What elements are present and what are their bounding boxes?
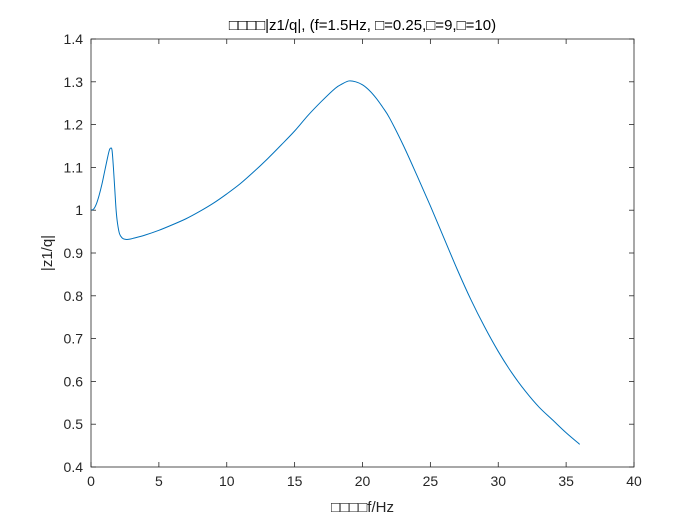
y-tick-label: 1.4: [64, 31, 84, 47]
x-tick-label: 0: [87, 473, 95, 489]
series-line: [90, 80, 581, 445]
x-tick-label: 10: [219, 473, 235, 489]
y-tick-label: 0.5: [64, 416, 84, 432]
y-tick-label: 0.4: [64, 459, 84, 475]
y-tick-label: 0.8: [64, 288, 84, 304]
y-tick-label: 0.9: [64, 245, 84, 261]
x-axis-label: □□□□f/Hz: [331, 499, 394, 516]
x-tick-label: 35: [558, 473, 574, 489]
plot-background: [91, 39, 634, 467]
y-tick-label: 1: [75, 202, 83, 218]
x-tick-label: 25: [423, 473, 439, 489]
chart-title: □□□□|z1/q|, (f=1.5Hz, □=0.25,□=9,□=10): [229, 17, 496, 34]
x-tick-label: 20: [355, 473, 371, 489]
tick-labels: 0 5 10 15 20 25 30 35 40 0.4 0.5 0.6 0.7 0.8 0.9 1 1.1 1.…: [64, 31, 642, 489]
plot-frame: [90, 38, 635, 468]
x-tick-label: 30: [490, 473, 506, 489]
x-tick-label: 5: [155, 473, 163, 489]
y-tick-label: 0.6: [64, 373, 84, 389]
y-tick-label: 0.7: [64, 331, 84, 347]
y-tick-label: 1.2: [64, 117, 84, 133]
y-tick-label: 1.1: [64, 159, 84, 175]
y-axis-label: |z1/q|: [39, 235, 56, 271]
y-tick-label: 1.3: [64, 74, 84, 90]
x-tick-label: 40: [626, 473, 642, 489]
x-tick-label: 15: [287, 473, 303, 489]
